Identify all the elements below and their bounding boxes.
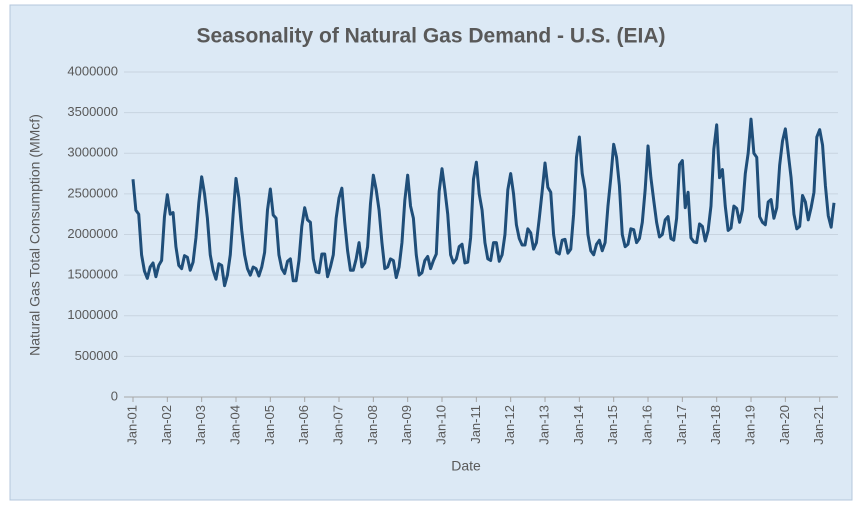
y-tick-label: 1500000 xyxy=(67,267,118,282)
x-tick-label: Jan-07 xyxy=(330,405,345,445)
y-tick-label: 4000000 xyxy=(67,63,118,78)
x-tick-label: Jan-11 xyxy=(468,405,483,444)
x-tick-label: Jan-12 xyxy=(502,405,517,445)
y-tick-label: 500000 xyxy=(75,348,118,363)
y-tick-label: 0 xyxy=(111,388,118,403)
y-tick-label: 3500000 xyxy=(67,104,118,119)
x-tick-label: Jan-10 xyxy=(433,405,448,445)
x-tick-label: Jan-17 xyxy=(674,405,689,445)
x-tick-label: Jan-16 xyxy=(639,405,654,445)
x-tick-label: Jan-15 xyxy=(605,405,620,445)
x-tick-label: Jan-04 xyxy=(227,405,242,445)
x-tick-label: Jan-02 xyxy=(159,405,174,445)
x-tick-label: Jan-20 xyxy=(777,405,792,445)
x-tick-label: Jan-03 xyxy=(193,405,208,445)
y-tick-label: 2500000 xyxy=(67,185,118,200)
x-tick-label: Jan-14 xyxy=(571,405,586,445)
x-tick-label: Jan-13 xyxy=(536,405,551,445)
x-tick-label: Jan-18 xyxy=(708,405,723,445)
y-tick-label: 2000000 xyxy=(67,226,118,241)
y-tick-label: 3000000 xyxy=(67,145,118,160)
x-tick-label: Jan-05 xyxy=(262,405,277,445)
y-tick-label: 1000000 xyxy=(67,307,118,322)
data-line xyxy=(131,117,836,288)
x-tick-label: Jan-19 xyxy=(742,405,757,445)
x-tick-label: Jan-01 xyxy=(124,405,139,445)
x-axis-title: Date xyxy=(451,458,481,474)
x-tick-label: Jan-09 xyxy=(399,405,414,445)
chart-background xyxy=(9,4,853,501)
chart-title: Seasonality of Natural Gas Demand - U.S.… xyxy=(196,25,665,48)
x-tick-label: Jan-08 xyxy=(365,405,380,445)
x-tick-label: Jan-21 xyxy=(811,405,826,445)
y-axis-title: Natural Gas Total Consumption (MMcf) xyxy=(27,114,43,356)
x-tick-label: Jan-06 xyxy=(296,405,311,445)
